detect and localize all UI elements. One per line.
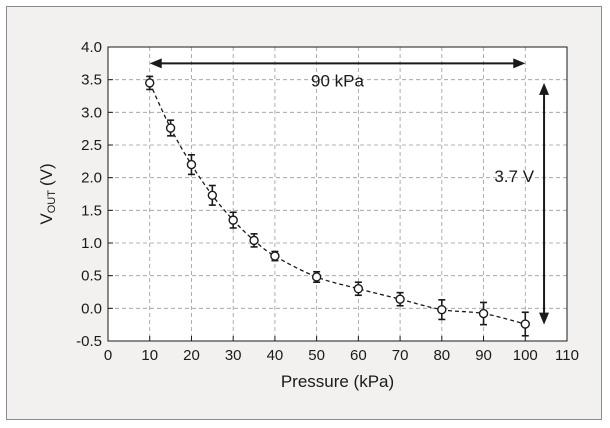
annotation-3-7-v: 3.7 V — [494, 167, 534, 186]
arrowhead-down-icon — [539, 312, 550, 325]
y-tick-label: 1.0 — [81, 235, 102, 252]
plot-background — [108, 47, 567, 341]
y-tick-label: 1.5 — [81, 202, 102, 219]
x-tick-label: 110 — [555, 347, 579, 364]
y-axis-label: VOUT (V) — [37, 163, 58, 224]
data-point — [353, 284, 364, 294]
y-tick-label: 3.5 — [81, 72, 102, 89]
y-tick-label: 0.5 — [81, 268, 102, 285]
y-axis-label-unit: (V) — [37, 163, 56, 186]
y-tick-label: 2.5 — [81, 137, 102, 154]
arrowhead-up-icon — [539, 82, 550, 95]
data-point — [249, 235, 259, 246]
x-tick-label: 90 — [475, 347, 492, 364]
x-tick-label: 80 — [433, 347, 450, 364]
x-tick-label: 30 — [225, 347, 242, 364]
x-tick-label: 100 — [513, 347, 538, 364]
x-axis-label: Pressure (kPa) — [281, 372, 394, 391]
x-tick-label: 40 — [267, 347, 284, 364]
x-tick-label: 20 — [183, 347, 200, 364]
y-tick-label: 3.0 — [81, 104, 102, 121]
data-point — [207, 190, 218, 201]
x-tick-label: 50 — [308, 347, 325, 364]
data-point — [311, 272, 322, 282]
data-point — [437, 304, 447, 315]
annotations: 90 kPa 3.7 V — [149, 58, 550, 325]
x-tick-label: 0 — [104, 347, 112, 364]
data-point — [186, 159, 197, 170]
x-tick-label: 70 — [392, 347, 409, 364]
arrowhead-right-icon — [513, 58, 526, 69]
y-axis-label-subscript: OUT — [46, 190, 58, 214]
x-tick-label: 60 — [350, 347, 367, 364]
annotation-90-kpa: 90 kPa — [311, 71, 364, 90]
data-point — [165, 123, 176, 133]
x-tick-label: 10 — [141, 347, 158, 364]
data-point — [228, 215, 238, 225]
y-tick-label: 4.0 — [81, 39, 102, 56]
data-point — [270, 251, 280, 261]
y-tick-label: 0.0 — [81, 300, 102, 317]
data-point — [395, 294, 405, 304]
data-points — [145, 75, 530, 337]
plot-area — [107, 46, 568, 342]
axes: 0 10 20 30 40 50 60 70 80 90 100 110 -0.5 0.0 0.5 1.0 1.… — [76, 39, 579, 364]
y-axis-label-main: V — [37, 213, 56, 225]
y-tick-label: -0.5 — [76, 333, 102, 350]
data-point — [520, 319, 530, 329]
arrowhead-left-icon — [149, 58, 162, 69]
data-point — [145, 78, 155, 88]
data-point — [478, 308, 489, 319]
y-tick-label: 2.0 — [81, 170, 102, 187]
